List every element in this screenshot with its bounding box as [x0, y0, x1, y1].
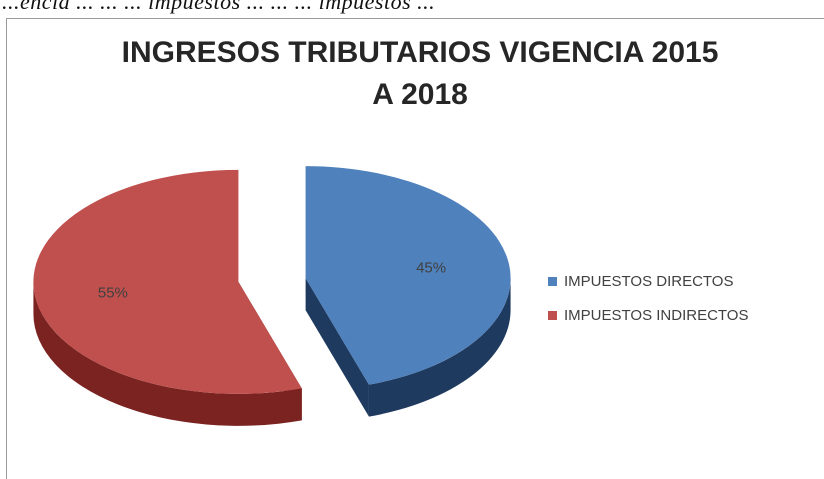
- legend-item-indirectos: IMPUESTOS INDIRECTOS: [548, 304, 748, 326]
- pie-slice-directos: 45%: [306, 166, 511, 417]
- legend-label-directos: IMPUESTOS DIRECTOS: [564, 273, 733, 290]
- legend-swatch-indirectos: [548, 311, 557, 320]
- legend: IMPUESTOS DIRECTOS IMPUESTOS INDIRECTOS: [548, 270, 748, 338]
- data-label-directos: 45%: [416, 259, 446, 276]
- legend-label-indirectos: IMPUESTOS INDIRECTOS: [564, 307, 748, 324]
- legend-swatch-directos: [548, 277, 557, 286]
- data-label-indirectos: 55%: [98, 285, 128, 302]
- pie-slice-indirectos: 55%: [33, 170, 301, 426]
- legend-item-directos: IMPUESTOS DIRECTOS: [548, 270, 748, 292]
